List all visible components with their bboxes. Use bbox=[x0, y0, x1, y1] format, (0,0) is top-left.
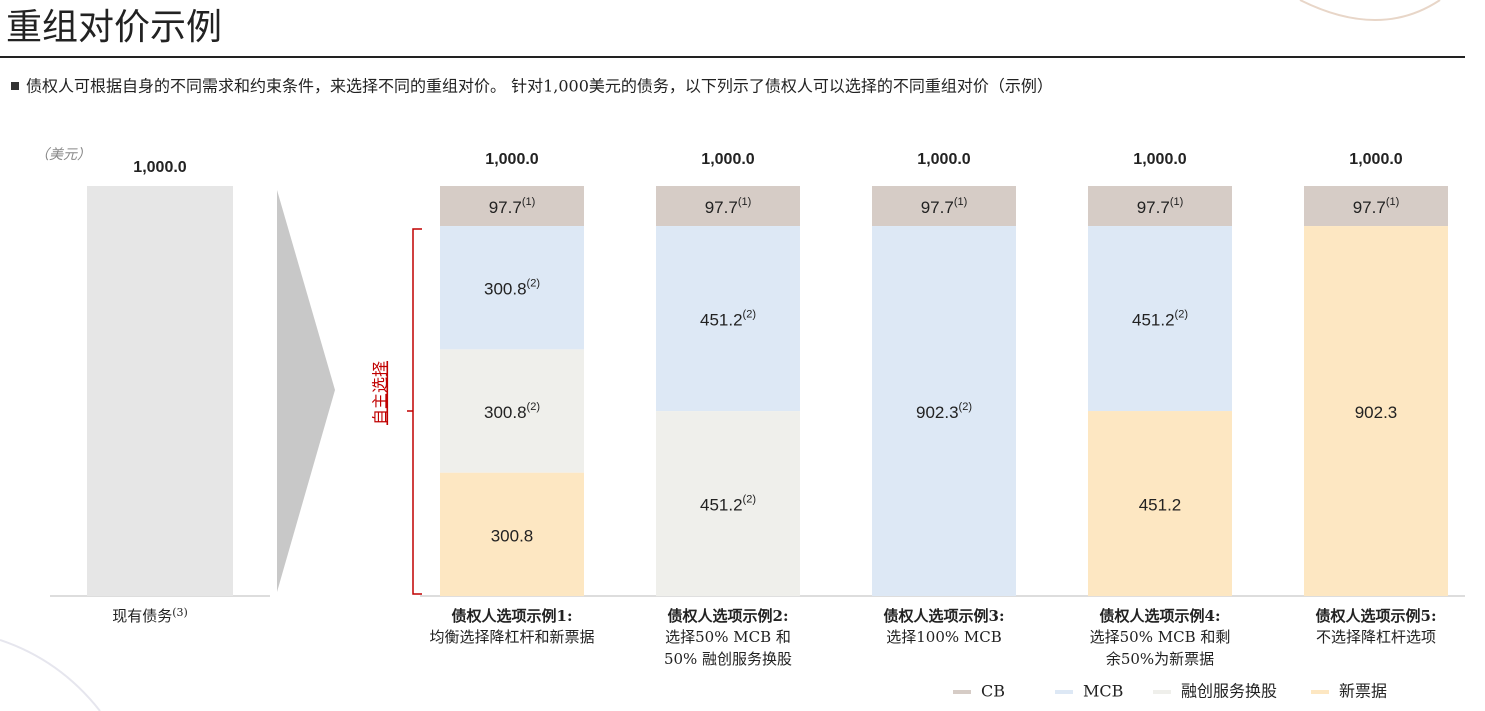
value-text: 902.3 bbox=[1355, 404, 1398, 423]
x-tick-label: 现有债务(3) bbox=[112, 606, 188, 625]
footnote-mark: (2) bbox=[1175, 308, 1188, 320]
bar-segment bbox=[440, 186, 584, 227]
slide-title: 重组对价示例 bbox=[6, 7, 222, 48]
bar-segment bbox=[656, 411, 800, 597]
value-text: 451.2 bbox=[700, 496, 743, 515]
category-desc: 选择50% MCB 和 bbox=[665, 628, 791, 646]
total-label: 1,000.0 bbox=[701, 151, 754, 168]
footnote-mark: (3) bbox=[172, 606, 188, 619]
unit-label: （美元） bbox=[35, 147, 91, 163]
footnote-mark: (1) bbox=[954, 196, 967, 208]
category-desc: 选择50% MCB 和剩 bbox=[1090, 628, 1231, 646]
value-text: 97.7 bbox=[705, 199, 738, 218]
decoration bbox=[1299, 0, 1441, 21]
bar-segment bbox=[1088, 186, 1232, 227]
category-title: 债权人选项示例4: bbox=[1100, 607, 1221, 625]
total-label: 1,000.0 bbox=[1133, 151, 1186, 168]
footnote-mark: (1) bbox=[738, 196, 751, 208]
category-desc: 50% 融创服务换股 bbox=[664, 650, 792, 668]
footnote-mark: (2) bbox=[743, 308, 756, 320]
value-text: 300.8 bbox=[484, 280, 527, 299]
category-text: 现有债务 bbox=[112, 607, 172, 625]
bar-segment bbox=[1304, 186, 1448, 227]
value-label: 97.7(1) bbox=[1353, 196, 1400, 218]
value-label: 451.2 bbox=[1139, 496, 1182, 515]
bar-segment bbox=[440, 472, 584, 597]
category-title: 债权人选项示例1: bbox=[452, 607, 573, 625]
bracket bbox=[407, 228, 422, 595]
value-label: 300.8 bbox=[491, 527, 534, 546]
footnote-mark: (1) bbox=[522, 196, 535, 208]
total-label: 1,000.0 bbox=[133, 159, 186, 176]
value-text: 451.2 bbox=[1132, 311, 1175, 330]
bar-segment bbox=[656, 186, 800, 227]
value-label: 97.7(1) bbox=[705, 196, 752, 218]
value-text: 97.7 bbox=[1137, 199, 1170, 218]
subtitle: 债权人可根据自身的不同需求和约束条件，来选择不同的重组对价。 针对1,000美元… bbox=[26, 77, 1053, 96]
bar-segment bbox=[440, 226, 584, 350]
category-desc: 均衡选择降杠杆和新票据 bbox=[429, 628, 594, 646]
legend-label: 融创服务换股 bbox=[1181, 682, 1277, 701]
bar-segment bbox=[1088, 411, 1232, 597]
total-label: 1,000.0 bbox=[485, 151, 538, 168]
value-label: 451.2(2) bbox=[1132, 308, 1188, 330]
value-label: 300.8(2) bbox=[484, 278, 540, 300]
value-text: 97.7 bbox=[489, 199, 522, 218]
legend-label: MCB bbox=[1083, 682, 1123, 701]
bar bbox=[87, 186, 233, 596]
category-title: 债权人选项示例3: bbox=[884, 607, 1005, 625]
value-text: 97.7 bbox=[921, 199, 954, 218]
footnote-mark: (2) bbox=[527, 401, 540, 413]
value-text: 902.3 bbox=[916, 404, 959, 423]
total-label: 1,000.0 bbox=[1349, 151, 1402, 168]
category-desc: 余50%为新票据 bbox=[1106, 650, 1214, 668]
bullet bbox=[11, 82, 19, 90]
value-label: 300.8(2) bbox=[484, 401, 540, 423]
value-text: 300.8 bbox=[491, 527, 534, 546]
footnote-mark: (2) bbox=[527, 278, 540, 290]
total-label: 1,000.0 bbox=[917, 151, 970, 168]
decoration bbox=[0, 639, 101, 711]
arrow bbox=[277, 190, 335, 592]
value-label: 97.7(1) bbox=[921, 196, 968, 218]
footnote-mark: (2) bbox=[959, 401, 972, 413]
bar-segment bbox=[656, 226, 800, 412]
value-label: 451.2(2) bbox=[700, 493, 756, 515]
category-desc: 选择100% MCB bbox=[886, 628, 1002, 646]
value-label: 97.7(1) bbox=[489, 196, 536, 218]
category-desc: 不选择降杠杆选项 bbox=[1316, 628, 1436, 646]
bar-segment bbox=[1304, 226, 1448, 596]
value-label: 902.3 bbox=[1355, 404, 1398, 423]
footnote-mark: (1) bbox=[1170, 196, 1183, 208]
value-label: 902.3(2) bbox=[916, 401, 972, 423]
bar-segment bbox=[1088, 226, 1232, 412]
legend-label: 新票据 bbox=[1339, 682, 1387, 701]
category-title: 债权人选项示例2: bbox=[668, 607, 789, 625]
value-text: 451.2 bbox=[700, 311, 743, 330]
value-label: 97.7(1) bbox=[1137, 196, 1184, 218]
bracket-label: 自主选择 bbox=[371, 361, 390, 425]
legend-label: CB bbox=[981, 682, 1005, 701]
value-text: 300.8 bbox=[484, 404, 527, 423]
footnote-mark: (2) bbox=[743, 493, 756, 505]
bar-segment bbox=[872, 186, 1016, 227]
bar-segment bbox=[440, 349, 584, 473]
bar-segment bbox=[872, 226, 1016, 596]
value-text: 97.7 bbox=[1353, 199, 1386, 218]
value-text: 451.2 bbox=[1139, 496, 1182, 515]
footnote-mark: (1) bbox=[1386, 196, 1399, 208]
category-title: 债权人选项示例5: bbox=[1316, 607, 1437, 625]
value-label: 451.2(2) bbox=[700, 308, 756, 330]
